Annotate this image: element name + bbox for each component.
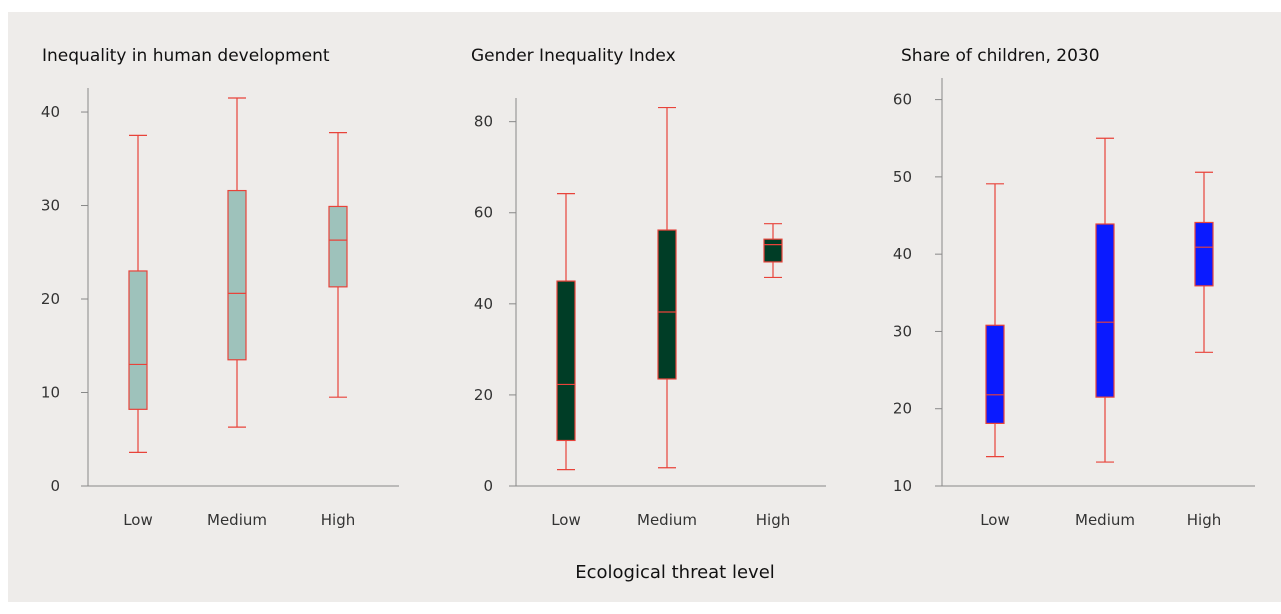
x-category-label: High <box>1187 511 1221 529</box>
x-category-label: High <box>756 511 790 529</box>
iqr-box <box>328 205 348 288</box>
x-category-label: High <box>321 511 355 529</box>
chart-title: Share of children, 2030 <box>901 46 1100 66</box>
x-category-label: Medium <box>207 511 267 529</box>
iqr-box <box>657 229 677 380</box>
shared-x-axis-label: Ecological threat level <box>575 562 775 583</box>
y-tick-label: 50 <box>893 168 912 186</box>
x-category-label: Medium <box>637 511 697 529</box>
y-tick-label: 20 <box>41 290 60 308</box>
y-tick-label: 10 <box>893 477 912 495</box>
x-category-label: Low <box>551 511 581 529</box>
y-tick-label: 20 <box>474 386 493 404</box>
x-category-label: Low <box>980 511 1010 529</box>
y-tick-label: 20 <box>893 400 912 418</box>
x-category-label: Low <box>123 511 153 529</box>
iqr-box <box>556 280 576 442</box>
y-tick-label: 40 <box>474 295 493 313</box>
y-tick-label: 80 <box>474 113 493 131</box>
chart-title: Gender Inequality Index <box>471 46 676 66</box>
y-tick-label: 60 <box>474 204 493 222</box>
y-tick-label: 30 <box>893 322 912 340</box>
x-category-label: Medium <box>1075 511 1135 529</box>
iqr-box <box>128 270 148 410</box>
iqr-box <box>1095 223 1115 398</box>
box-plot-figure: Inequality in human development 0 10 20 30 40… <box>41 46 1255 583</box>
iqr-box <box>763 238 783 263</box>
y-tick-label: 10 <box>41 384 60 402</box>
y-tick-label: 0 <box>483 477 493 495</box>
y-tick-label: 40 <box>41 103 60 121</box>
iqr-box <box>985 324 1005 425</box>
y-tick-label: 30 <box>41 197 60 215</box>
y-tick-label: 0 <box>50 477 60 495</box>
chart-title: Inequality in human development <box>42 46 330 66</box>
y-tick-label: 60 <box>893 91 912 109</box>
iqr-box <box>227 189 247 361</box>
iqr-box <box>1194 221 1214 287</box>
figure-panel: Inequality in human development 0 10 20 30 40… <box>8 12 1281 602</box>
y-tick-label: 40 <box>893 245 912 263</box>
